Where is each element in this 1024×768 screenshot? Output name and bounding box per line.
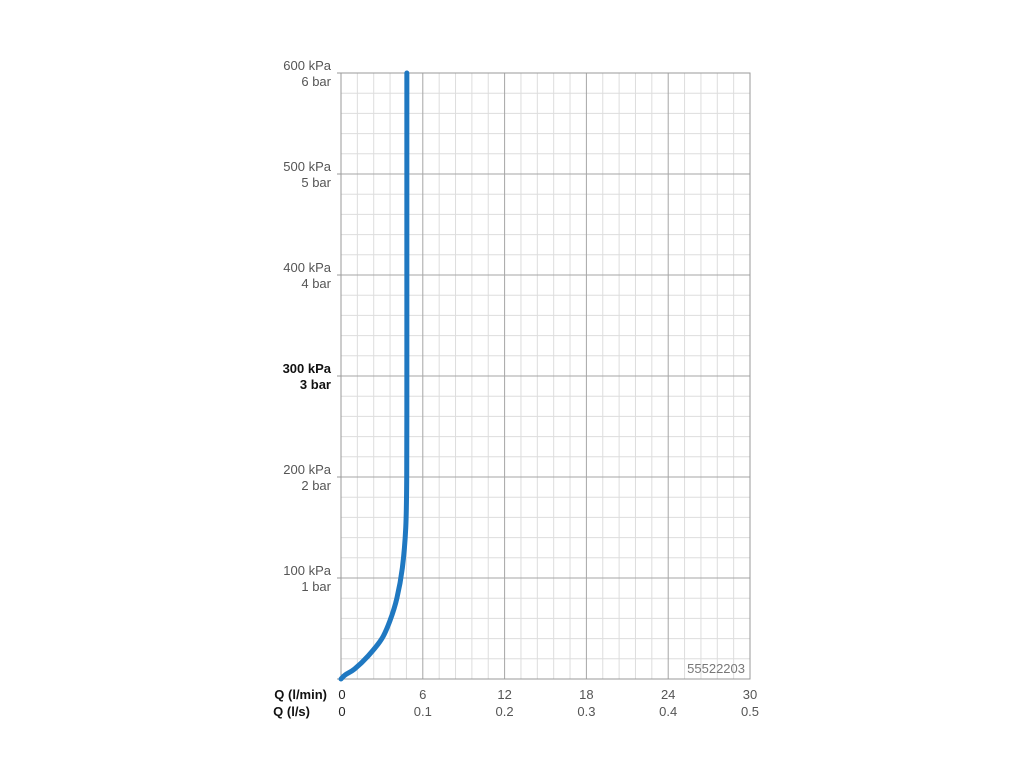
- x-tick-label-ls: 0: [338, 704, 345, 719]
- x-tick-label-lmin: 18: [579, 687, 593, 702]
- x-tick-label-ls: 0.1: [414, 704, 432, 719]
- y-tick-label-bar: 4 bar: [301, 276, 331, 291]
- x-tick-label-lmin: 0: [338, 687, 345, 702]
- x-tick-label-ls: 0.4: [659, 704, 677, 719]
- x-tick-label-ls: 0.3: [577, 704, 595, 719]
- x-tick-label-lmin: 24: [661, 687, 675, 702]
- y-tick-label-kpa: 400 kPa: [283, 260, 331, 275]
- x-tick-label-lmin: 30: [743, 687, 757, 702]
- x-tick-label-ls: 0.2: [496, 704, 514, 719]
- y-tick-label-kpa: 600 kPa: [283, 58, 331, 73]
- x-tick-labels: 0 0 6 0.1 12 0.2 18 0.3 24 0.4 30 0.5: [338, 687, 759, 719]
- y-tick-marks: [337, 72, 341, 680]
- y-tick-label-kpa: 100 kPa: [283, 563, 331, 578]
- y-tick-label-bar: 2 bar: [301, 478, 331, 493]
- x-tick-label-lmin: 12: [497, 687, 511, 702]
- product-code-label: 55522203: [687, 661, 745, 676]
- flow-curve-line: [338, 70, 410, 682]
- x-axis-label-primary: Q (l/min): [274, 687, 327, 702]
- y-tick-label-bar: 6 bar: [301, 74, 331, 89]
- y-tick-label-bar: 3 bar: [300, 377, 331, 392]
- y-tick-label-kpa: 500 kPa: [283, 159, 331, 174]
- y-tick-label-kpa: 300 kPa: [283, 361, 332, 376]
- series-layer: [338, 70, 410, 682]
- x-tick-label-lmin: 6: [419, 687, 426, 702]
- y-tick-label-bar: 5 bar: [301, 175, 331, 190]
- y-tick-label-kpa: 200 kPa: [283, 462, 331, 477]
- x-tick-label-ls: 0.5: [741, 704, 759, 719]
- major-grid: [341, 73, 750, 679]
- y-tick-label-bar: 1 bar: [301, 579, 331, 594]
- x-axis-label-secondary: Q (l/s): [273, 704, 310, 719]
